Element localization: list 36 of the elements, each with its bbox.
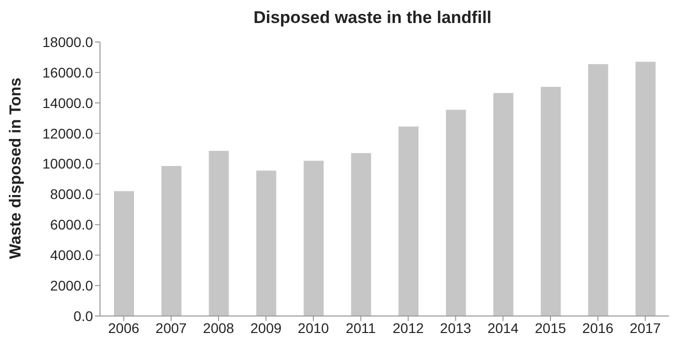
x-tick-label: 2009 bbox=[250, 320, 282, 336]
bar bbox=[398, 126, 418, 316]
x-tick-label: 2013 bbox=[440, 320, 472, 336]
bar bbox=[208, 150, 229, 316]
x-tick-label: 2016 bbox=[582, 320, 614, 336]
x-tick-label: 2014 bbox=[487, 320, 519, 336]
y-tick-label: 18000.0 bbox=[42, 34, 94, 50]
bar bbox=[114, 191, 134, 316]
bar bbox=[636, 62, 656, 316]
bar bbox=[256, 170, 276, 316]
x-tick-label: 2011 bbox=[346, 320, 376, 336]
bar bbox=[161, 166, 182, 316]
bar bbox=[446, 110, 466, 316]
x-tick-label: 2010 bbox=[298, 320, 330, 336]
x-tick-label: 2007 bbox=[156, 320, 187, 336]
y-tick-label: 0.0 bbox=[74, 308, 94, 324]
x-tick-label: 2012 bbox=[392, 320, 424, 336]
y-tick-label: 10000.0 bbox=[42, 156, 94, 172]
bar bbox=[588, 64, 608, 316]
x-tick-label: 2017 bbox=[630, 320, 662, 336]
x-tick-label: 2015 bbox=[534, 320, 566, 336]
x-tick-label: 2006 bbox=[108, 320, 140, 336]
bar bbox=[304, 160, 324, 316]
y-tick-label: 6000.0 bbox=[50, 216, 94, 233]
y-axis-title: Waste disposed in Tons bbox=[8, 78, 25, 259]
bar bbox=[540, 86, 561, 316]
y-tick-label: 4000.0 bbox=[50, 247, 94, 264]
bar bbox=[493, 92, 514, 316]
y-tick-label: 14000.0 bbox=[42, 94, 94, 111]
y-tick-label: 8000.0 bbox=[50, 186, 94, 202]
bar bbox=[351, 153, 372, 316]
y-tick-label: 16000.0 bbox=[42, 64, 94, 80]
y-tick-label: 12000.0 bbox=[42, 125, 94, 142]
chart-title: Disposed waste in the landfill bbox=[252, 8, 493, 29]
x-tick-label: 2008 bbox=[202, 320, 234, 336]
y-tick-label: 2000.0 bbox=[50, 278, 94, 294]
